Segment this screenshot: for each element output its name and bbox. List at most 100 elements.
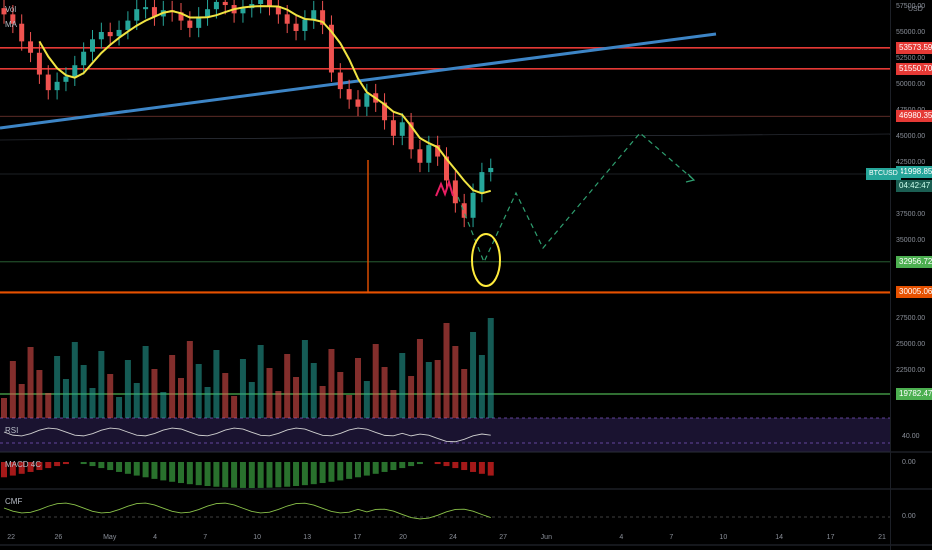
price-tick-label: 50000.00 [896,80,926,88]
candle[interactable] [187,20,193,28]
volume-bar [478,355,485,418]
volume-bar [71,342,78,418]
volume-indicator-label: Vol [5,5,17,14]
macd-bar [9,462,16,476]
candle[interactable] [320,10,326,25]
yellow-ellipse-annotation[interactable] [471,233,501,287]
candle[interactable] [275,6,281,15]
candle[interactable] [488,167,494,173]
date-tick-label: 24 [449,534,457,541]
candle[interactable] [222,1,228,6]
macd-bar [222,462,229,488]
macd-bar [399,462,406,469]
candle[interactable] [178,12,184,21]
candle[interactable] [461,203,467,218]
macd-bar [452,462,459,469]
macd-bar [310,462,317,485]
volume-bar [133,383,140,418]
candle[interactable] [98,32,104,40]
macd-bar [443,462,450,467]
candle[interactable] [10,14,16,24]
volume-bar [186,341,193,418]
price-axis[interactable] [890,0,932,550]
trendline[interactable] [0,32,717,130]
candle[interactable] [435,145,441,157]
candle[interactable] [328,24,334,73]
candle[interactable] [364,93,370,107]
candle[interactable] [240,8,246,14]
candle[interactable] [346,89,352,100]
candle[interactable] [28,41,34,53]
candle[interactable] [72,65,78,77]
volume-bar [98,351,105,418]
macd-bar [54,462,61,467]
candle[interactable] [151,7,157,17]
candle[interactable] [205,9,211,17]
macd-bar [266,462,273,488]
candle[interactable] [258,0,264,4]
candle[interactable] [470,192,476,218]
candle[interactable] [143,7,149,10]
date-tick-label: 13 [303,534,312,541]
candle[interactable] [408,122,414,150]
volume-bar [195,364,202,418]
candle[interactable] [1,8,7,15]
level-46980-badge: 46980.35 [896,110,932,123]
candle[interactable] [337,72,343,90]
volume-bar [434,360,441,418]
candle[interactable] [399,122,405,136]
macd-bar [372,462,379,474]
date-tick-label: 10 [719,534,728,541]
date-tick-label: 14 [775,534,783,541]
candle[interactable] [196,16,202,28]
candle[interactable] [63,76,69,82]
date-tick-label: 26 [54,534,63,541]
moving-average-line[interactable] [38,5,492,195]
candle[interactable] [213,1,219,10]
volume-bar [363,381,370,418]
zigzag-annotation[interactable] [435,178,454,197]
macd-bar [62,462,69,465]
candle[interactable] [382,102,388,121]
candle[interactable] [479,172,485,193]
candle[interactable] [36,52,42,75]
candle[interactable] [426,145,432,163]
candle[interactable] [125,20,131,30]
rsi-line [3,427,491,443]
candle[interactable] [284,14,290,24]
candle[interactable] [390,120,396,136]
cmf-line [3,502,491,520]
candle[interactable] [45,74,51,91]
volume-bar [1,398,7,418]
candle[interactable] [355,99,361,107]
macd-bar [107,462,114,471]
candle[interactable] [417,149,423,163]
volume-bar [319,386,326,418]
candle[interactable] [19,23,25,42]
candle[interactable] [134,9,140,21]
volume-bar [487,318,494,418]
candle[interactable] [311,10,317,20]
symbol-badge: BTCUSD [866,168,901,180]
candle[interactable] [81,51,87,66]
level-30005-badge: 30005.06 [896,286,932,299]
candle[interactable] [267,0,272,7]
projected-path[interactable] [457,132,695,264]
candle[interactable] [302,19,308,31]
candle[interactable] [452,180,458,204]
candle[interactable] [116,29,122,37]
candle[interactable] [444,156,449,181]
macd-bar [1,462,7,478]
date-tick-label: 20 [399,534,407,541]
macd-bar [160,462,167,481]
macd-bar [142,462,149,478]
candle[interactable] [107,32,113,37]
cmf-tick-label: 0.00 [902,513,916,520]
candle[interactable] [54,81,60,91]
volume-bar [124,360,131,418]
candle[interactable] [293,23,299,31]
macd-bar [151,462,158,479]
macd-bar [195,462,202,486]
candle[interactable] [90,39,95,52]
